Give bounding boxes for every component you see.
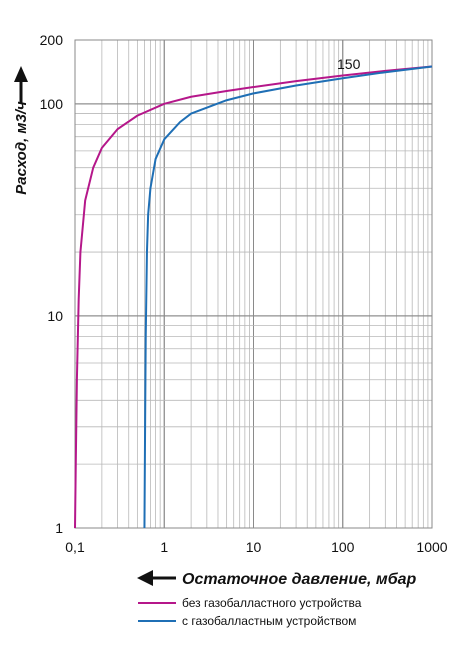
x-tick-label: 1000 [416, 539, 447, 555]
y-axis-arrow-head [14, 66, 28, 82]
x-tick-label: 0,1 [65, 539, 85, 555]
y-tick-label: 1 [55, 520, 63, 536]
x-tick-label: 100 [331, 539, 355, 555]
x-tick-label: 10 [246, 539, 262, 555]
chart-grid [74, 39, 433, 529]
series-line-2 [143, 65, 433, 529]
legend-label-series-2: с газобалластным устройством [182, 614, 356, 628]
x-axis-title: Остаточное давление, мбар [182, 571, 417, 588]
legend-label-series-1: без газобалластного устройства [182, 596, 362, 610]
series-line-1 [74, 65, 433, 529]
x-axis-title-group: Остаточное давление, мбар [137, 570, 417, 588]
annotation-150: 150 [337, 56, 361, 72]
chart-series-layer [74, 65, 433, 529]
x-axis-arrow-head [137, 570, 153, 586]
y-tick-label: 200 [40, 32, 64, 48]
x-tick-label: 1 [160, 539, 168, 555]
y-tick-label: 10 [47, 308, 63, 324]
y-tick-label: 100 [40, 96, 64, 112]
y-axis-title: Расход, м3/ч [13, 101, 30, 195]
chart-legend: без газобалластного устройства с газобал… [138, 596, 362, 628]
plot-frame [74, 39, 433, 529]
y-axis-title-group: Расход, м3/ч [13, 66, 30, 195]
